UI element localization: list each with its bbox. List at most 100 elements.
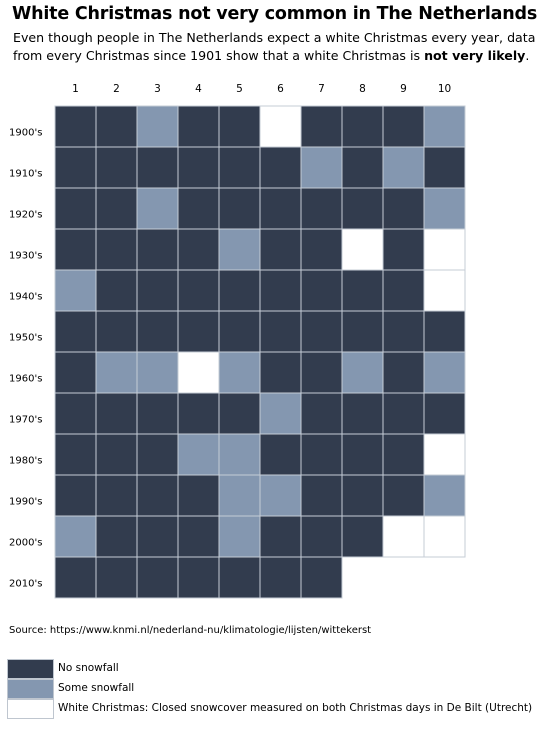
column-label: 8 <box>359 83 366 95</box>
heatmap-cell <box>382 187 425 230</box>
heatmap-cell <box>423 187 466 230</box>
heatmap-cell <box>341 433 384 476</box>
heatmap-cell <box>218 392 261 435</box>
heatmap-cell <box>300 228 343 271</box>
row-label: 1980's <box>9 456 42 467</box>
heatmap-cell <box>259 228 302 271</box>
heatmap-chart: 1 2 3 4 5 6 7 8 9 10 1900's 1910's 1920's 1930's 1940'… <box>9 83 466 599</box>
heatmap-cell <box>54 146 97 189</box>
heatmap-cell <box>218 310 261 353</box>
heatmap-cell <box>136 187 179 230</box>
column-label: 3 <box>154 83 161 95</box>
heatmap-cell <box>259 146 302 189</box>
heatmap-cell <box>300 392 343 435</box>
row-label: 1900's <box>9 128 42 139</box>
heatmap-cell <box>300 310 343 353</box>
heatmap-cell <box>423 310 466 353</box>
heatmap-cell <box>218 515 261 558</box>
heatmap-cell <box>136 269 179 312</box>
legend-label: No snowfall <box>58 662 119 674</box>
column-label: 1 <box>72 83 79 95</box>
heatmap-cell <box>382 105 425 148</box>
heatmap-cell <box>54 310 97 353</box>
heatmap-cell <box>136 146 179 189</box>
heatmap-cell <box>218 105 261 148</box>
heatmap-cell <box>341 269 384 312</box>
heatmap-cell <box>259 474 302 517</box>
heatmap-cell <box>177 515 220 558</box>
row-label: 1920's <box>9 210 42 221</box>
row-label: 1940's <box>9 292 42 303</box>
heatmap-cell <box>259 515 302 558</box>
heatmap-cell <box>300 433 343 476</box>
heatmap-cell <box>54 556 97 599</box>
heatmap-cell <box>136 515 179 558</box>
heatmap-cell <box>54 474 97 517</box>
heatmap-cell <box>423 433 466 476</box>
heatmap-cell <box>300 146 343 189</box>
heatmap-cell <box>136 474 179 517</box>
heatmap-cell <box>382 351 425 394</box>
heatmap-cell <box>54 392 97 435</box>
heatmap-cell <box>95 474 138 517</box>
heatmap-cell <box>218 187 261 230</box>
heatmap-cell <box>341 310 384 353</box>
heatmap-cell <box>218 269 261 312</box>
legend-label: White Christmas: Closed snowcover measur… <box>58 702 533 714</box>
column-label: 7 <box>318 83 325 95</box>
heatmap-cell <box>423 228 466 271</box>
row-label: 2000's <box>9 538 42 549</box>
legend-label: Some snowfall <box>58 682 135 694</box>
heatmap-cell <box>423 269 466 312</box>
row-label: 1930's <box>9 251 42 262</box>
heatmap-cell <box>136 433 179 476</box>
column-label: 6 <box>277 83 284 95</box>
heatmap-cell <box>177 228 220 271</box>
heatmap-cell <box>54 105 97 148</box>
subtitle-end: . <box>525 48 530 63</box>
heatmap-cell <box>95 351 138 394</box>
heatmap-cell <box>423 146 466 189</box>
column-label: 9 <box>400 83 407 95</box>
heatmap-cell <box>177 105 220 148</box>
heatmap-cell <box>259 310 302 353</box>
heatmap-cell <box>382 433 425 476</box>
heatmap-cell <box>341 392 384 435</box>
row-label: 1910's <box>9 169 42 180</box>
heatmap-cell <box>341 474 384 517</box>
legend-swatch <box>7 679 54 699</box>
heatmap-cell <box>177 269 220 312</box>
heatmap-cell <box>218 433 261 476</box>
heatmap-cell <box>95 556 138 599</box>
heatmap-cell <box>136 228 179 271</box>
heatmap-cell <box>95 105 138 148</box>
heatmap-cell <box>54 515 97 558</box>
heatmap-cell <box>423 105 466 148</box>
heatmap-cell <box>382 228 425 271</box>
heatmap-cell <box>218 556 261 599</box>
source-note: Source: https://www.knmi.nl/nederland-nu… <box>9 625 372 636</box>
heatmap-cell <box>54 228 97 271</box>
heatmap-cell <box>382 474 425 517</box>
heatmap-cell <box>341 228 384 271</box>
heatmap-cell <box>95 515 138 558</box>
heatmap-cell <box>136 556 179 599</box>
heatmap-cell <box>177 556 220 599</box>
heatmap-cell <box>218 351 261 394</box>
heatmap-cell <box>382 269 425 312</box>
heatmap-cell <box>95 392 138 435</box>
heatmap-cell <box>177 474 220 517</box>
legend-swatch <box>7 699 54 719</box>
column-label: 4 <box>195 83 202 95</box>
heatmap-cell <box>259 556 302 599</box>
legend-swatch <box>7 659 54 679</box>
heatmap-cell <box>54 269 97 312</box>
row-label: 1970's <box>9 415 42 426</box>
heatmap-cell <box>300 351 343 394</box>
heatmap-cell <box>300 515 343 558</box>
heatmap-cell <box>423 392 466 435</box>
heatmap-cell <box>177 187 220 230</box>
heatmap-cell <box>300 187 343 230</box>
heatmap-cell <box>341 515 384 558</box>
heatmap-cell <box>423 351 466 394</box>
